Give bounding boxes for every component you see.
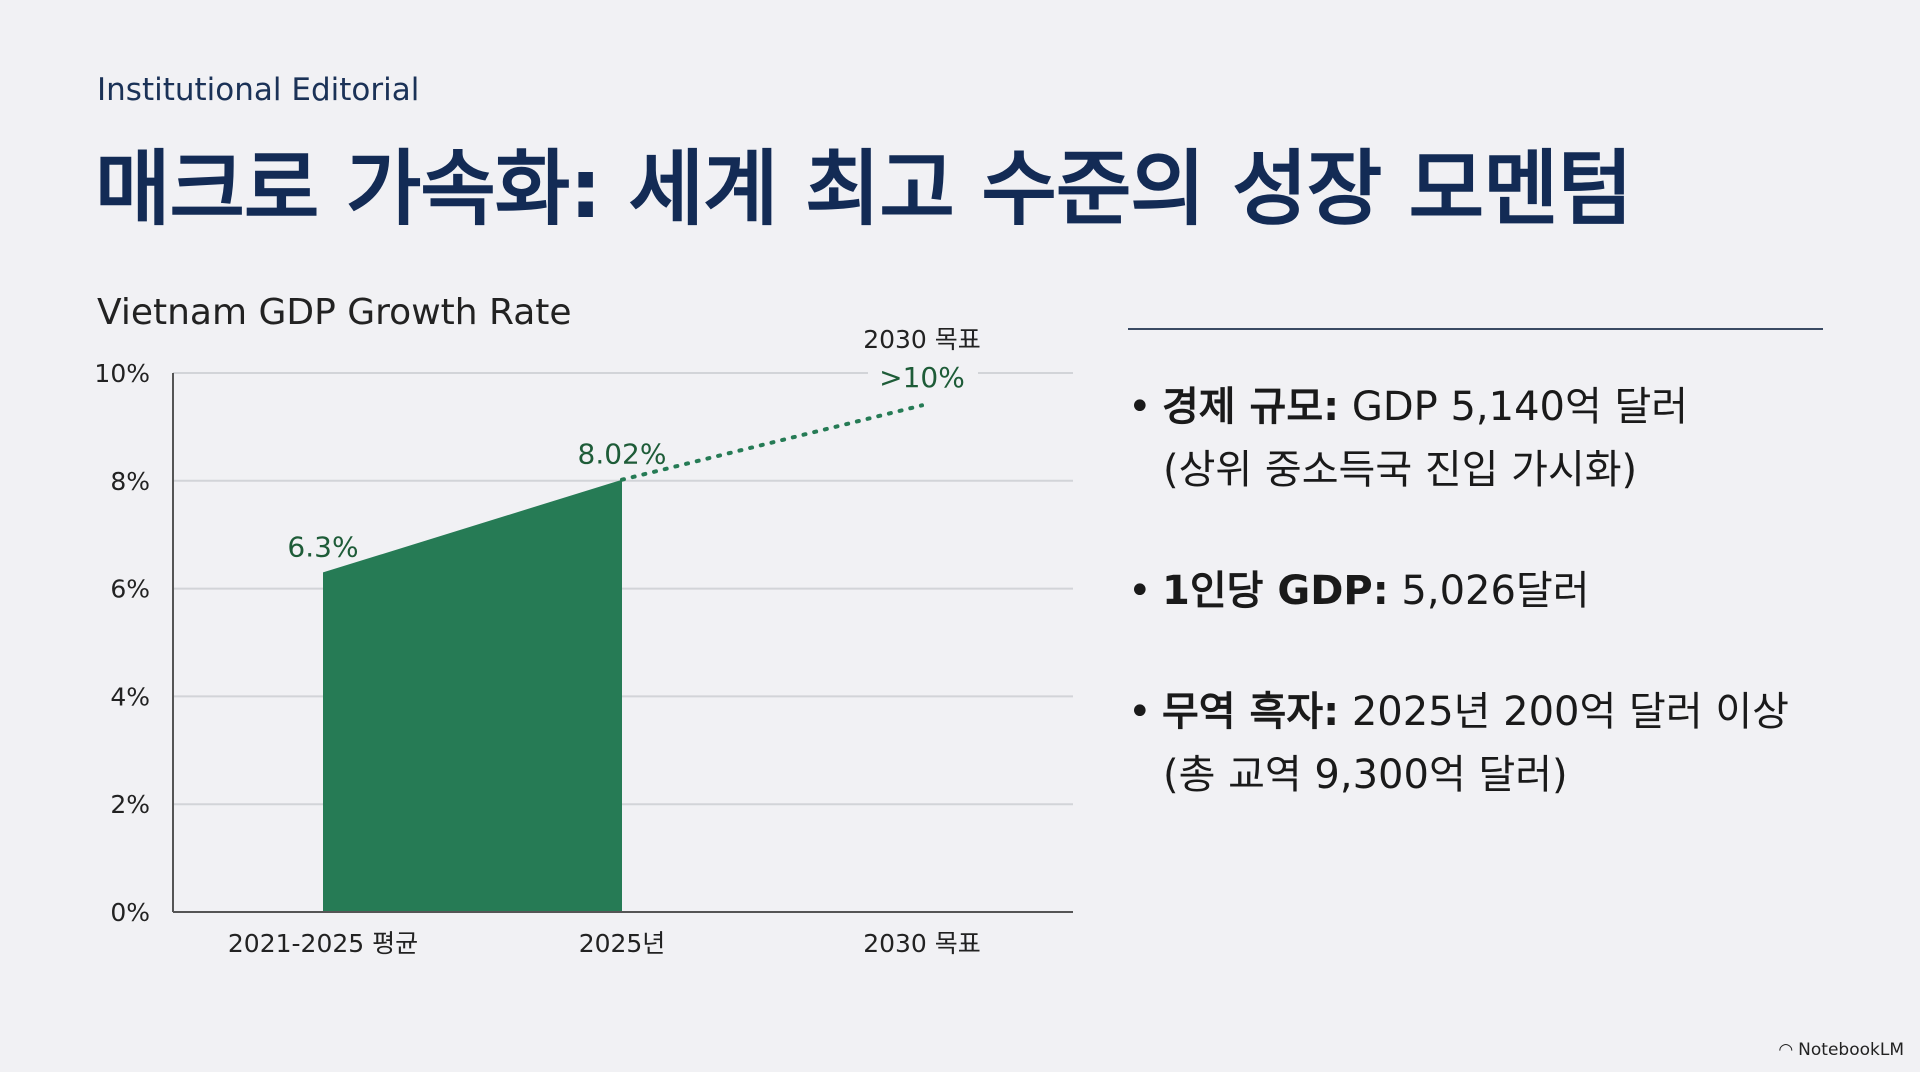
y-tick-label: 4% [110,682,150,711]
bullet-gdp-per-capita: • 1인당 GDP: 5,026달러 [1128,568,1590,614]
brand-name: NotebookLM [1798,1040,1904,1060]
bullet-text: GDP 5,140억 달러 [1339,384,1689,430]
divider [1128,328,1823,330]
y-tick-label: 0% [110,898,150,927]
growth-area [323,479,622,912]
bullet-economy-size: • 경제 규모: GDP 5,140억 달러 [1128,384,1689,430]
bullet-sub: (상위 중소득국 진입 가시화) [1163,447,1638,493]
bullet-label: 경제 규모: [1162,384,1340,430]
y-tick-label: 10% [94,359,150,388]
projection-line [620,403,924,482]
bullet-text: 5,026달러 [1388,568,1590,614]
page-title: 매크로 가속화: 세계 최고 수준의 성장 모멘텀 [95,142,1633,237]
bullet-trade-surplus: • 무역 흑자: 2025년 200억 달러 이상 [1128,689,1789,735]
x-tick-label: 2030 목표 [863,929,981,958]
projection-title: 2030 목표 [863,325,981,354]
x-tick-label: 2021-2025 평균 [228,929,418,958]
data-label: 8.02% [578,438,667,471]
bullet-label: 무역 흑자: [1162,689,1340,735]
bullet-sub: (총 교역 9,300억 달러) [1163,752,1568,798]
gdp-chart: 0% 2% 4% 6% 8% 10% 2021-2025 평균 2025년 2030 목표 6.3… [94,325,1073,958]
y-tick-label: 6% [110,575,150,604]
projection-label: >10% [879,361,965,394]
x-tick-label: 2025년 [579,929,666,958]
notebooklm-logo-icon: ◠ [1778,1040,1794,1060]
y-tick-label: 2% [110,790,150,819]
y-tick-label: 8% [110,467,150,496]
data-label: 6.3% [287,530,358,563]
chart-title: Vietnam GDP Growth Rate [97,292,572,333]
kicker: Institutional Editorial [97,72,420,108]
label-bg [868,362,978,394]
bullet-label: 1인당 GDP: [1162,568,1389,614]
brand: ◠ NotebookLM [1778,1040,1904,1060]
bullet-text: 2025년 200억 달러 이상 [1339,689,1789,735]
